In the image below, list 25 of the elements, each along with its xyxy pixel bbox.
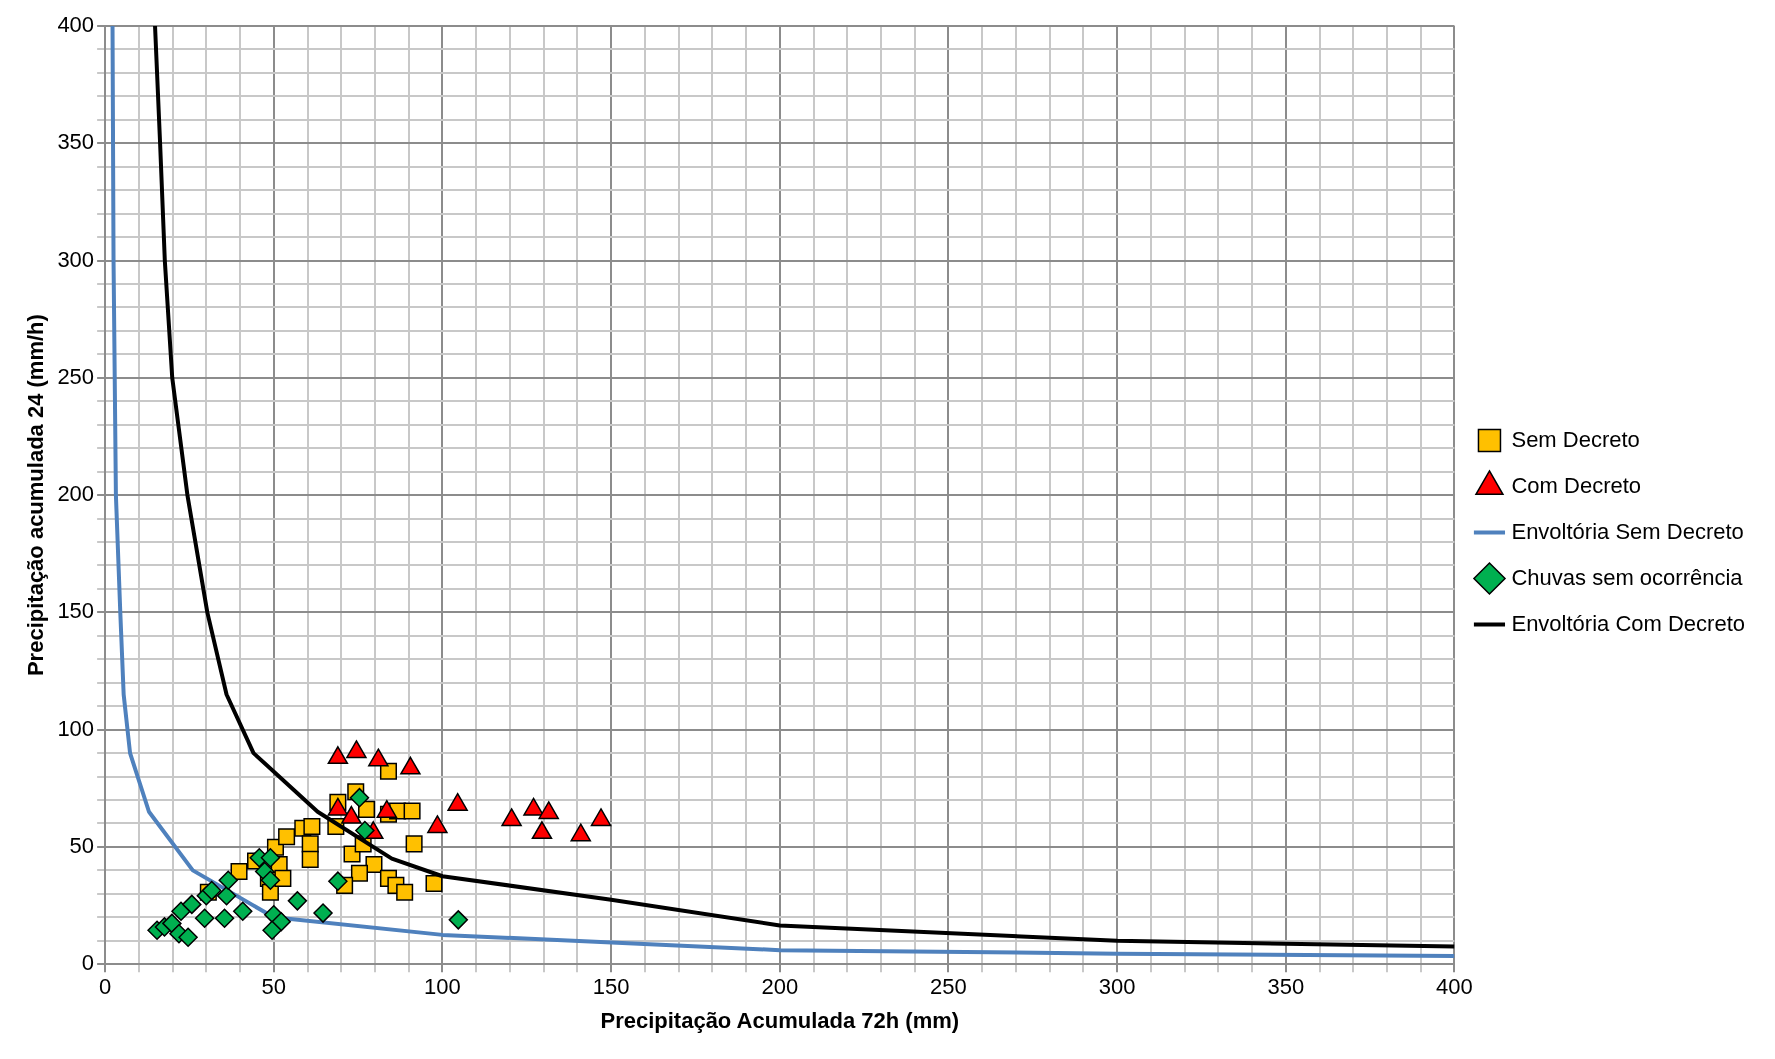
y-tick-label: 150: [57, 598, 95, 624]
y-tick-label: 400: [57, 12, 95, 38]
x-tick-label: 250: [930, 974, 967, 1000]
x-tick-label: 300: [1098, 974, 1136, 1000]
x-tick-label: 150: [592, 974, 630, 1000]
x-tick-label: 200: [761, 974, 799, 1000]
y-tick-label: 350: [57, 129, 95, 155]
y-tick-label: 200: [57, 481, 95, 507]
x-tick-label: 350: [1267, 974, 1305, 1000]
legend-label: Envoltória Com Decreto: [1511, 610, 1746, 636]
legend-label: Com Decreto: [1511, 472, 1642, 498]
legend-label: Sem Decreto: [1511, 426, 1640, 452]
legend-label: Envoltória Sem Decreto: [1511, 518, 1744, 544]
y-tick-label: 300: [57, 246, 95, 272]
x-tick-label: 0: [98, 974, 112, 1000]
y-tick-label: 100: [57, 715, 95, 741]
y-tick-label: 250: [57, 363, 95, 389]
y-tick-label: 50: [69, 832, 95, 858]
x-tick-label: 50: [261, 974, 287, 1000]
x-tick-label: 100: [424, 974, 461, 1000]
x-tick-label: 400: [1436, 974, 1473, 1000]
x-axis-title: Precipitação Acumulada 72h (mm): [600, 1007, 960, 1033]
y-tick-label: 0: [81, 950, 95, 976]
y-axis-title: Precipitação acumulada 24 (mm/h): [23, 314, 49, 677]
legend-label: Chuvas sem ocorrência: [1511, 564, 1744, 590]
